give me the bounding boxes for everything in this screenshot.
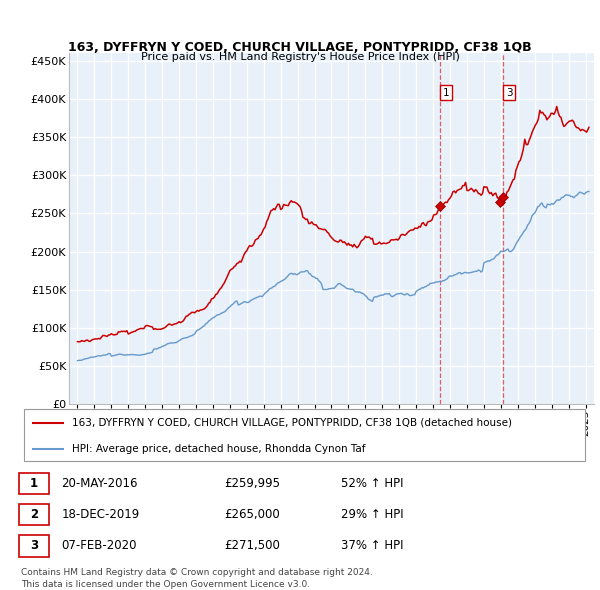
Text: 1: 1 xyxy=(443,88,449,98)
FancyBboxPatch shape xyxy=(19,504,49,526)
Text: 1: 1 xyxy=(30,477,38,490)
FancyBboxPatch shape xyxy=(24,409,585,461)
FancyBboxPatch shape xyxy=(19,473,49,494)
Text: 163, DYFFRYN Y COED, CHURCH VILLAGE, PONTYPRIDD, CF38 1QB (detached house): 163, DYFFRYN Y COED, CHURCH VILLAGE, PON… xyxy=(73,418,512,428)
Text: 29% ↑ HPI: 29% ↑ HPI xyxy=(341,508,403,522)
Text: Price paid vs. HM Land Registry's House Price Index (HPI): Price paid vs. HM Land Registry's House … xyxy=(140,52,460,61)
Text: 2: 2 xyxy=(30,508,38,522)
Text: 07-FEB-2020: 07-FEB-2020 xyxy=(61,539,137,552)
Text: 3: 3 xyxy=(506,88,512,98)
Text: 3: 3 xyxy=(30,539,38,552)
Text: HPI: Average price, detached house, Rhondda Cynon Taf: HPI: Average price, detached house, Rhon… xyxy=(73,444,366,454)
FancyBboxPatch shape xyxy=(19,535,49,556)
Text: £271,500: £271,500 xyxy=(224,539,280,552)
Text: 20-MAY-2016: 20-MAY-2016 xyxy=(61,477,138,490)
Text: £265,000: £265,000 xyxy=(224,508,280,522)
Text: 163, DYFFRYN Y COED, CHURCH VILLAGE, PONTYPRIDD, CF38 1QB: 163, DYFFRYN Y COED, CHURCH VILLAGE, PON… xyxy=(68,41,532,54)
Text: £259,995: £259,995 xyxy=(224,477,280,490)
Text: 37% ↑ HPI: 37% ↑ HPI xyxy=(341,539,403,552)
Text: 52% ↑ HPI: 52% ↑ HPI xyxy=(341,477,403,490)
Text: Contains HM Land Registry data © Crown copyright and database right 2024.
This d: Contains HM Land Registry data © Crown c… xyxy=(20,568,373,589)
Text: 18-DEC-2019: 18-DEC-2019 xyxy=(61,508,140,522)
